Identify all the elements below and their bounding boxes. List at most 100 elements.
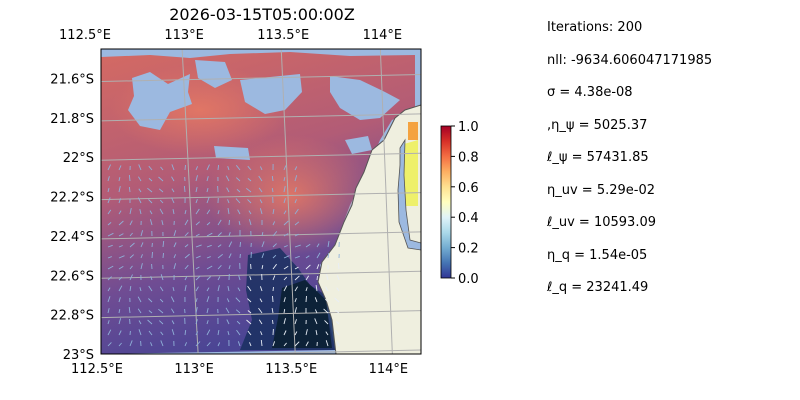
velocity-arrow xyxy=(225,175,230,182)
velocity-arrow xyxy=(235,297,241,303)
velocity-arrow xyxy=(118,186,121,193)
velocity-arrow xyxy=(107,187,110,193)
velocity-arrow xyxy=(118,210,122,215)
velocity-arrow xyxy=(314,309,318,314)
velocity-arrow xyxy=(283,285,288,292)
velocity-arrow xyxy=(247,178,252,182)
velocity-arrow xyxy=(226,298,230,303)
velocity-arrow xyxy=(238,220,241,226)
velocity-arrow xyxy=(148,330,153,336)
velocity-arrow xyxy=(184,264,189,270)
velocity-arrow xyxy=(316,275,318,281)
velocity-arrow xyxy=(226,319,230,325)
velocity-arrow xyxy=(158,176,164,182)
velocity-arrow xyxy=(118,318,122,325)
velocity-arrow xyxy=(294,175,298,182)
param-eta_psi: ,η_ψ = 5025.37 xyxy=(547,117,648,133)
param-sigma: σ = 4.38e-08 xyxy=(547,85,633,100)
velocity-arrow xyxy=(217,232,222,237)
velocity-arrow xyxy=(294,199,297,204)
velocity-arrow xyxy=(206,222,211,226)
velocity-arrow xyxy=(160,274,164,281)
velocity-arrow xyxy=(107,320,110,325)
gridline-lat xyxy=(101,192,421,201)
velocity-arrow xyxy=(272,286,274,292)
velocity-arrow xyxy=(283,330,287,336)
velocity-arrow xyxy=(158,320,164,325)
velocity-arrow xyxy=(195,298,198,303)
velocity-arrow xyxy=(283,245,288,248)
velocity-arrow xyxy=(160,340,164,347)
velocity-arrow xyxy=(238,275,241,281)
velocity-arrow xyxy=(336,275,340,281)
velocity-arrow xyxy=(315,285,318,292)
velocity-arrow xyxy=(294,255,300,259)
velocity-arrow xyxy=(247,310,252,314)
velocity-arrow xyxy=(314,318,318,325)
velocity-arrow xyxy=(272,243,277,248)
velocity-arrow xyxy=(272,341,276,347)
velocity-arrow xyxy=(158,188,164,193)
velocity-arrow xyxy=(247,165,252,171)
velocity-arrow xyxy=(271,308,274,314)
velocity-arrow xyxy=(327,241,330,248)
velocity-arrow xyxy=(206,341,211,347)
velocity-arrow xyxy=(118,220,124,226)
velocity-arrow xyxy=(235,177,241,182)
velocity-arrow xyxy=(272,231,278,237)
velocity-arrow xyxy=(294,341,300,347)
inlet xyxy=(397,138,421,251)
velocity-arrow xyxy=(228,219,230,226)
velocity-arrow xyxy=(118,297,121,303)
velocity-arrow xyxy=(107,265,114,270)
velocity-arrow xyxy=(128,186,131,193)
velocity-arrow xyxy=(118,245,123,248)
velocity-arrow xyxy=(337,262,340,270)
velocity-arrow xyxy=(173,263,177,270)
velocity-arrow xyxy=(228,253,232,259)
velocity-arrow xyxy=(138,320,142,325)
velocity-arrow xyxy=(195,286,199,292)
velocity-arrow xyxy=(316,252,321,259)
velocity-arrow xyxy=(315,330,318,336)
velocity-arrow xyxy=(118,176,121,182)
velocity-arrow xyxy=(283,198,286,204)
velocity-arrow xyxy=(140,263,143,270)
velocity-arrow xyxy=(172,286,175,292)
velocity-arrow xyxy=(272,209,275,215)
y-tick-label: 21.8°S xyxy=(50,112,94,127)
param-eta_uv: η_uv = 5.29e-02 xyxy=(547,182,656,198)
velocity-arrow xyxy=(195,331,199,336)
velocity-arrow xyxy=(149,219,153,226)
velocity-arrow xyxy=(107,329,112,336)
velocity-arrow xyxy=(305,243,311,248)
velocity-arrow xyxy=(206,197,210,204)
velocity-arrow xyxy=(147,187,153,193)
velocity-arrow xyxy=(261,231,264,237)
chart-title: 2026-03-15T05:00:00Z xyxy=(169,5,355,24)
velocity-arrow xyxy=(259,199,263,204)
velocity-arrow xyxy=(261,253,265,259)
velocity-arrow xyxy=(236,189,241,193)
velocity-arrow xyxy=(259,298,263,303)
velocity-arrow xyxy=(172,209,175,215)
velocity-arrow xyxy=(206,329,211,336)
velocity-arrow xyxy=(235,309,241,314)
cold-eddy-core xyxy=(272,280,332,348)
velocity-arrow xyxy=(140,242,144,248)
velocity-arrow xyxy=(118,255,125,259)
param-nll: nll: -9634.606047171985 xyxy=(547,52,713,68)
velocity-arrow xyxy=(107,296,111,303)
velocity-arrow xyxy=(247,330,252,336)
velocity-arrow xyxy=(334,309,340,314)
velocity-arrow xyxy=(107,209,112,215)
velocity-arrow xyxy=(336,341,340,347)
velocity-arrow xyxy=(259,208,263,215)
velocity-arrow xyxy=(283,309,286,314)
velocity-arrow xyxy=(247,199,252,204)
velocity-arrow xyxy=(283,210,287,215)
velocity-arrow xyxy=(294,331,298,336)
velocity-arrow xyxy=(118,330,122,336)
velocity-arrow xyxy=(323,308,329,314)
velocity-arrow xyxy=(162,252,164,259)
